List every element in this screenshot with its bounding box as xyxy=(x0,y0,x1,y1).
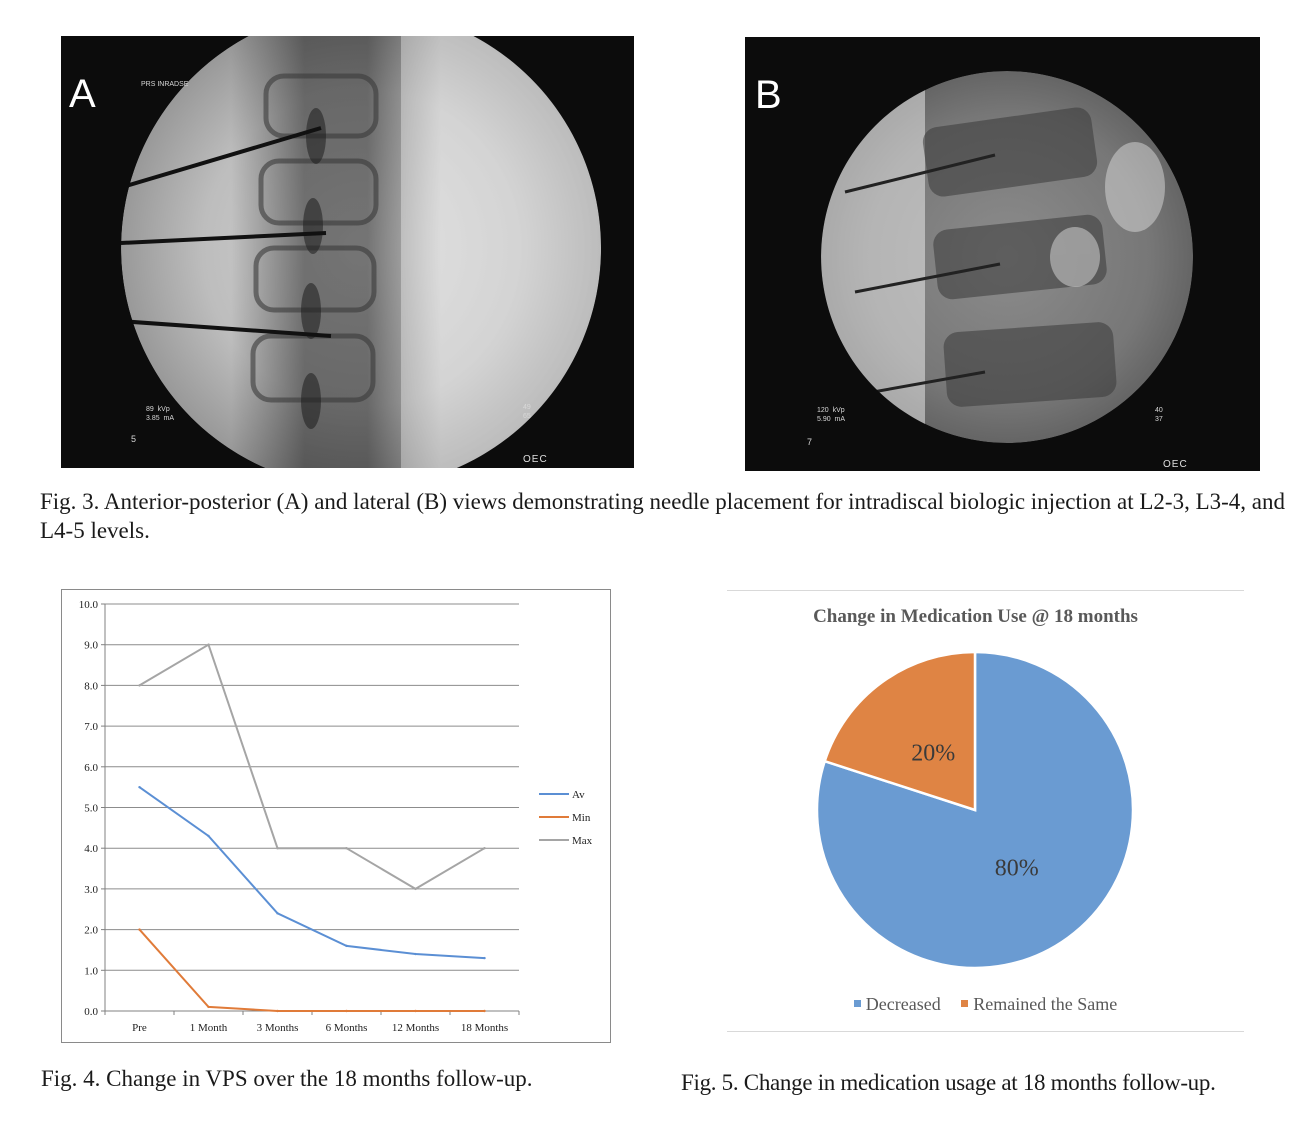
panel-letter-a: A xyxy=(69,72,96,116)
xray-a-brand-logo: OEC xyxy=(523,454,548,465)
data-point-min xyxy=(483,1009,486,1013)
xray-a-image xyxy=(61,36,634,468)
legend-label-min: Min xyxy=(572,812,591,824)
legend-swatch-remained xyxy=(961,1000,969,1008)
x-tick-label: 18 Months xyxy=(461,1022,508,1034)
x-tick-label: 3 Months xyxy=(257,1022,299,1034)
data-point-max xyxy=(207,643,210,646)
figure-4-chart-frame xyxy=(61,589,611,1043)
y-tick-label: 6.0 xyxy=(84,762,98,774)
y-tick-label: 8.0 xyxy=(84,680,98,692)
xray-a-overlay-top: PRS INRADSE xyxy=(141,81,189,88)
figure-3-caption: Fig. 3. Anterior-posterior (A) and later… xyxy=(40,489,1285,543)
data-point-max xyxy=(345,847,348,850)
legend-item-decreased: Decreased xyxy=(853,994,941,1015)
xray-b-overlay-right: 40 37 xyxy=(1155,407,1163,423)
xray-b-image xyxy=(745,37,1260,471)
figure-5-chart-area: 80% 20% Change in Medication Use @ 18 mon… xyxy=(727,590,1244,1032)
data-point-max xyxy=(276,847,279,850)
x-tick-label: 6 Months xyxy=(326,1022,368,1034)
y-tick-label: 4.0 xyxy=(84,843,98,855)
xray-a-settings: 89 kVp 3.85 mA xyxy=(146,406,175,422)
y-tick-label: 9.0 xyxy=(84,640,98,652)
panel-letter-b: B xyxy=(755,73,782,117)
legend-item-remained: Remained the Same xyxy=(961,994,1117,1015)
data-point-av xyxy=(207,834,210,838)
xray-b-frame-number: 7 xyxy=(807,437,813,447)
legend-swatch-decreased xyxy=(853,1000,861,1008)
legend-label-max: Max xyxy=(572,835,593,847)
data-point-max xyxy=(483,847,486,850)
series-line-min xyxy=(138,928,485,1012)
data-point-max xyxy=(138,684,141,687)
data-point-min xyxy=(276,1009,279,1013)
chart-top-rule xyxy=(727,590,1244,591)
series-line-max xyxy=(138,643,486,891)
x-tick-label: Pre xyxy=(132,1022,147,1034)
y-tick-label: 10.0 xyxy=(79,599,99,611)
pie-data-label-decreased: 80% xyxy=(995,856,1039,882)
figure-5-pie-chart: 80% 20% xyxy=(815,650,1135,970)
pie-slice-remained-the-same xyxy=(823,650,977,812)
data-point-min xyxy=(207,1005,210,1009)
chart-bottom-rule xyxy=(727,1031,1244,1032)
legend-label-remained: Remained the Same xyxy=(973,994,1118,1014)
pie-data-label-remained-the-same: 20% xyxy=(911,740,955,766)
y-tick-label: 7.0 xyxy=(84,721,98,733)
xray-a-frame-number: 5 xyxy=(131,434,137,444)
legend-label-decreased: Decreased xyxy=(865,994,941,1014)
y-tick-label: 0.0 xyxy=(84,1006,98,1018)
xray-a-overlay-right: 49 65 xyxy=(523,404,531,420)
xray-panel-b: B 120 kVp 5.90 mA 7 40 37 OEC xyxy=(745,37,1260,471)
data-point-max xyxy=(414,887,417,891)
data-point-min xyxy=(345,1009,348,1013)
y-tick-label: 2.0 xyxy=(84,925,98,937)
legend-label-av: Av xyxy=(572,789,585,801)
pie-slice-decreased xyxy=(815,650,1135,970)
data-point-av xyxy=(138,785,141,789)
data-point-av xyxy=(345,944,348,948)
xray-b-brand-logo: OEC xyxy=(1163,459,1188,470)
pie-legend: Decreased Remained the Same xyxy=(727,994,1244,1015)
y-tick-label: 3.0 xyxy=(84,884,98,896)
pie-chart-title: Change in Medication Use @ 18 months xyxy=(813,606,1138,627)
data-point-av xyxy=(483,956,486,960)
figure-5-caption: Fig. 5. Change in medication usage at 18… xyxy=(681,1070,1216,1095)
x-tick-label: 12 Months xyxy=(392,1022,439,1034)
figure-4-caption: Fig. 4. Change in VPS over the 18 months… xyxy=(41,1066,533,1091)
xray-b-settings: 120 kVp 5.90 mA xyxy=(817,407,846,423)
y-tick-label: 5.0 xyxy=(84,803,98,815)
data-point-min xyxy=(414,1009,417,1013)
series-line-av xyxy=(138,786,485,960)
xray-panel-a: A PRS INRADSE 89 kVp 3.85 mA 5 49 65 OEC xyxy=(61,36,634,468)
data-point-av xyxy=(414,952,417,956)
data-point-av xyxy=(276,912,279,915)
figure-4-line-chart: 0.0 1.0 2.0 3.0 4.0 5.0 6.0 7.0 8.0 9.0 10.0 Pre 1 M… xyxy=(79,599,593,1034)
x-tick-label: 1 Month xyxy=(190,1022,228,1034)
y-tick-label: 1.0 xyxy=(84,965,98,977)
data-point-min xyxy=(138,928,141,931)
